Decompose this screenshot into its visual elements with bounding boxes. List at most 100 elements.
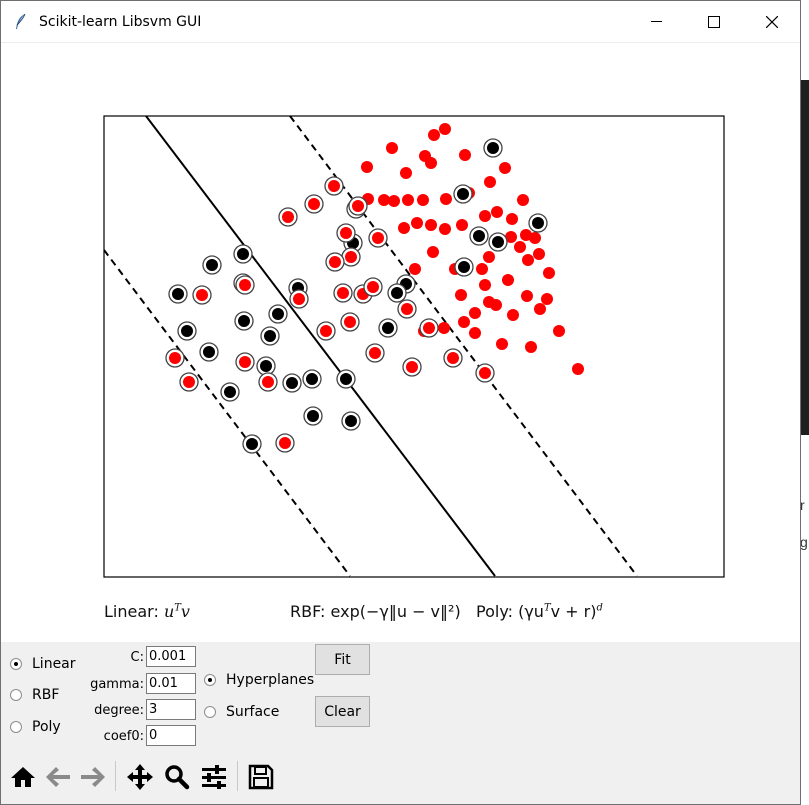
c-input[interactable] xyxy=(146,646,196,667)
kernel-linear-label: Linear xyxy=(32,656,76,672)
hyperplanes-radio[interactable]: Hyperplanes xyxy=(204,672,314,688)
data-point-red xyxy=(345,251,357,263)
plot-canvas[interactable]: Linear: uTv RBF: exp(−γ‖u − v‖²) Poly: (… xyxy=(1,44,800,642)
data-point-red xyxy=(438,322,450,334)
data-point-red xyxy=(572,363,584,375)
data-point-red xyxy=(506,213,518,225)
data-point-red xyxy=(525,341,537,353)
data-point-black xyxy=(272,308,284,320)
data-point-red xyxy=(476,263,488,275)
data-point-red xyxy=(427,246,439,258)
data-point-red xyxy=(491,206,503,218)
plot-frame xyxy=(103,115,725,578)
control-panel: Linear RBF Poly C: gamma: degree: coef0:… xyxy=(1,642,800,804)
data-point-black xyxy=(203,346,215,358)
data-point-red xyxy=(440,193,452,205)
zoom-icon xyxy=(165,765,190,790)
data-point-black xyxy=(473,230,485,242)
data-point-black xyxy=(391,287,403,299)
radio-indicator xyxy=(10,689,22,701)
maximize-button[interactable] xyxy=(686,1,742,43)
data-point-red xyxy=(320,325,332,337)
save-icon xyxy=(248,764,274,790)
surface-radio[interactable]: Surface xyxy=(204,704,279,720)
fit-button[interactable]: Fit xyxy=(315,644,370,675)
configure-button[interactable] xyxy=(199,762,229,792)
gamma-input[interactable] xyxy=(146,673,196,694)
data-point-black xyxy=(532,217,544,229)
kernel-poly-radio[interactable]: Poly xyxy=(10,719,61,735)
degree-input[interactable] xyxy=(146,699,196,720)
minimize-button[interactable] xyxy=(629,1,685,43)
data-point-red xyxy=(459,149,471,161)
c-label: C: xyxy=(130,650,144,665)
data-point-black xyxy=(487,142,499,154)
window-title: Scikit-learn Libsvm GUI xyxy=(39,14,202,30)
data-point-red xyxy=(534,303,546,315)
feather-icon xyxy=(16,13,26,29)
back-icon xyxy=(46,767,70,787)
close-button[interactable] xyxy=(744,1,800,43)
configure-icon xyxy=(202,765,226,789)
forward-button[interactable] xyxy=(78,762,108,792)
data-point-red xyxy=(484,176,496,188)
data-point-red xyxy=(169,352,181,364)
data-point-red xyxy=(458,316,470,328)
home-button[interactable] xyxy=(8,762,38,792)
pan-icon xyxy=(127,764,153,790)
data-point-red xyxy=(505,231,517,243)
data-point-red xyxy=(514,241,526,253)
data-point-red xyxy=(367,281,379,293)
data-point-red xyxy=(423,322,435,334)
back-button[interactable] xyxy=(43,762,73,792)
data-point-red xyxy=(388,195,400,207)
data-point-red xyxy=(469,307,481,319)
kernel-poly-label: Poly xyxy=(32,719,61,735)
close-icon xyxy=(766,16,778,28)
data-point-red xyxy=(553,325,565,337)
desktop-text-fragment: g xyxy=(800,534,808,550)
data-point-black xyxy=(264,330,276,342)
data-point-red xyxy=(456,219,468,231)
pan-button[interactable] xyxy=(125,762,155,792)
data-point-black xyxy=(172,288,184,300)
data-point-black xyxy=(246,438,258,450)
minimize-icon xyxy=(651,21,662,22)
zoom-button[interactable] xyxy=(162,762,192,792)
data-point-red xyxy=(455,289,467,301)
data-point-red xyxy=(533,248,545,260)
data-point-black xyxy=(286,377,298,389)
toolbar-separator xyxy=(237,761,238,791)
data-point-red xyxy=(183,376,195,388)
title-bar: Scikit-learn Libsvm GUI xyxy=(1,1,800,43)
linear-formula: Linear: uTv xyxy=(104,602,190,621)
data-point-red xyxy=(400,167,412,179)
data-point-red xyxy=(239,356,251,368)
data-point-red xyxy=(411,217,423,229)
data-point-red xyxy=(479,367,491,379)
data-point-red xyxy=(439,223,451,235)
data-point-black xyxy=(181,325,193,337)
data-point-red xyxy=(196,289,208,301)
radio-indicator xyxy=(10,721,22,733)
save-button[interactable] xyxy=(246,762,276,792)
coef0-input[interactable] xyxy=(146,725,196,746)
data-point-black xyxy=(206,259,218,271)
data-point-red xyxy=(483,251,495,263)
data-point-red xyxy=(490,299,502,311)
data-point-red xyxy=(352,200,364,212)
data-point-red xyxy=(469,327,481,339)
data-point-red xyxy=(409,263,421,275)
data-point-red xyxy=(262,376,274,388)
kernel-rbf-radio[interactable]: RBF xyxy=(10,687,59,703)
kernel-linear-radio[interactable]: Linear xyxy=(10,656,76,672)
clear-button[interactable]: Clear xyxy=(315,696,370,727)
data-point-red xyxy=(402,194,414,206)
data-point-red xyxy=(372,232,384,244)
plot-svg[interactable] xyxy=(1,44,800,642)
data-point-black xyxy=(457,188,469,200)
data-point-red xyxy=(406,361,418,373)
data-point-red xyxy=(417,194,429,206)
hyperplanes-label: Hyperplanes xyxy=(226,672,315,688)
